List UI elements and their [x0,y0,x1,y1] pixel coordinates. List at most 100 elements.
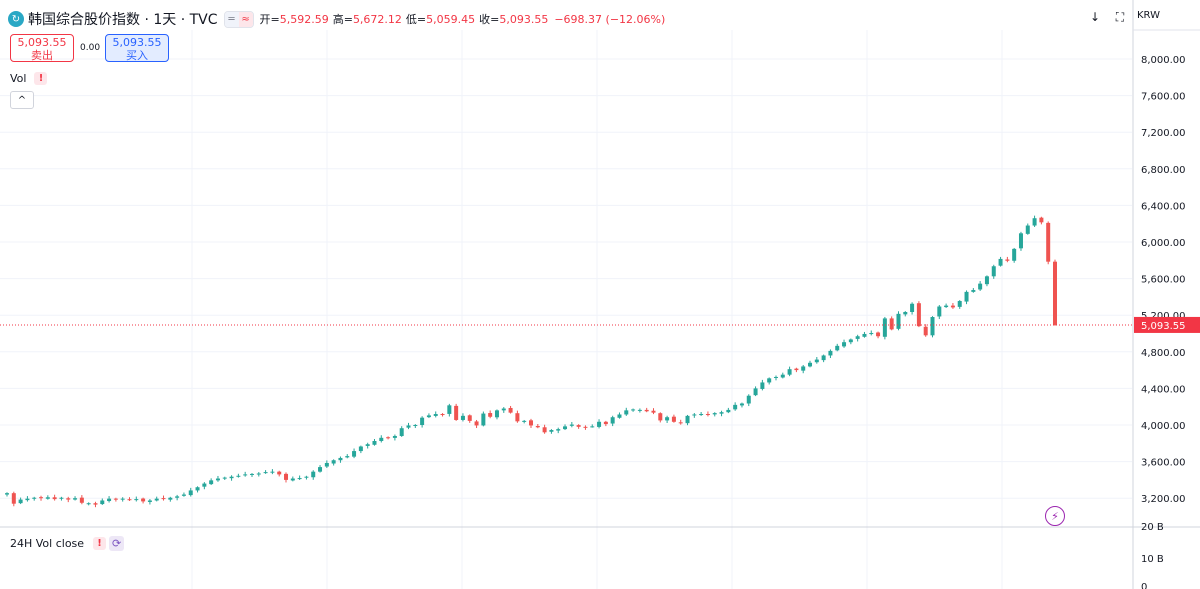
y-tick-label: 8,000.00 [1141,55,1186,66]
candle-body [624,410,629,415]
candle-body [991,266,996,277]
y-tick-label: 4,800.00 [1141,348,1186,359]
candle-body [352,451,357,457]
price-change: −698.37 (−12.06%) [554,12,666,26]
candle-body [631,409,636,411]
y-tick-label: 3,200.00 [1141,494,1186,505]
candle-body [671,416,676,422]
download-icon[interactable]: ↓ [1089,10,1101,24]
y-tick-label: 7,600.00 [1141,92,1186,103]
candle-body [209,480,214,485]
candle-body [297,478,302,480]
candle-body [113,498,118,500]
candle-body [331,460,336,464]
candle-body [821,355,826,361]
candle-body [365,444,370,446]
collapse-legend-button[interactable]: ^ [10,91,34,109]
candle-body [984,276,989,285]
candle-body [773,376,778,378]
candle-body [542,427,547,433]
y-tick-label: 6,800.00 [1141,165,1186,176]
candle-body [576,425,581,427]
symbol-header: ↻ 韩国综合股价指数 · 1天 · TVC ═ ≈ 开=5,592.59 高=5… [8,9,665,29]
candle-body [685,415,690,424]
warning-icon[interactable]: ! [34,72,48,85]
sync-icon[interactable]: ⟳ [109,536,125,551]
indicator-warning-icon[interactable]: ! [93,537,107,550]
candle-body [147,500,152,502]
candle-body [161,498,166,500]
candle-body [66,498,71,500]
candle-body [338,457,343,461]
candle-body [699,414,704,416]
candle-body [508,407,513,413]
candle-body [229,476,234,479]
candle-body [168,497,173,500]
candle-body [290,478,295,481]
candle-body [215,478,220,481]
candle-body [494,410,499,418]
approx-icon[interactable]: ≈ [238,11,253,27]
volume-legend[interactable]: Vol ! [10,72,48,85]
candle-body [835,345,840,351]
candle-body [515,413,520,422]
candle-body [896,313,901,329]
candle-body [583,426,588,428]
y-tick-label: 4,400.00 [1141,384,1186,395]
candle-body [433,414,438,416]
candle-body [889,318,894,330]
ohlc-low: 低=5,059.45 [405,13,476,26]
candle-body [202,483,207,487]
fullscreen-icon[interactable]: ⛶ [1115,9,1125,24]
candle-body [426,415,431,418]
candle-body [345,456,350,458]
indicator-scale-label: 10 B [1141,554,1164,565]
candle-body [855,336,860,339]
candle-body [195,487,200,491]
currency-selector[interactable]: KRW [1137,10,1160,21]
candle-body [678,422,683,424]
candle-body [460,415,465,420]
candle-body [746,395,751,404]
buy-button[interactable]: 5,093.55 买入 [105,34,169,62]
ohlc-high: 高=5,672.12 [332,13,402,26]
y-tick-label: 4,000.00 [1141,421,1186,432]
bolt-icon[interactable]: ⚡ [1045,506,1065,526]
candle-body [957,301,962,307]
last-price-badge[interactable] [1134,316,1200,333]
candle-body [760,382,765,389]
candle-body [828,350,833,356]
candle-body [277,471,282,475]
candle-body [978,283,983,290]
candle-body [1018,233,1023,249]
symbol-title[interactable]: 韩国综合股价指数 · 1天 · TVC [28,12,218,28]
candle-body [923,326,928,336]
y-tick-label: 7,200.00 [1141,128,1186,139]
candle-body [467,415,472,421]
candle-body [937,306,942,317]
candle-body [794,368,799,371]
y-tick-label: 3,600.00 [1141,458,1186,469]
volume-label: Vol [10,72,27,85]
candle-body [665,417,670,421]
candle-body [930,317,935,336]
y-tick-label: 6,400.00 [1141,201,1186,212]
candle-body [950,305,955,308]
candle-body [529,420,533,426]
candle-body [73,498,78,500]
candle-body [944,305,949,308]
candle-body [910,303,915,312]
compare-toggle[interactable]: ═ ≈ [223,10,254,28]
candle-body [998,258,1003,266]
y-tick-label: 6,000.00 [1141,238,1186,249]
candle-body [1005,259,1010,261]
candle-body [597,421,602,427]
candle-body [93,503,98,505]
indicator-legend[interactable]: 24H Vol close ! ⟳ [10,536,125,551]
compare-icon[interactable]: ═ [224,11,239,27]
candle-body [11,493,16,504]
indicator-label: 24H Vol close [10,537,85,550]
sell-button[interactable]: 5,093.55 卖出 [10,34,74,62]
candle-body [52,497,57,500]
